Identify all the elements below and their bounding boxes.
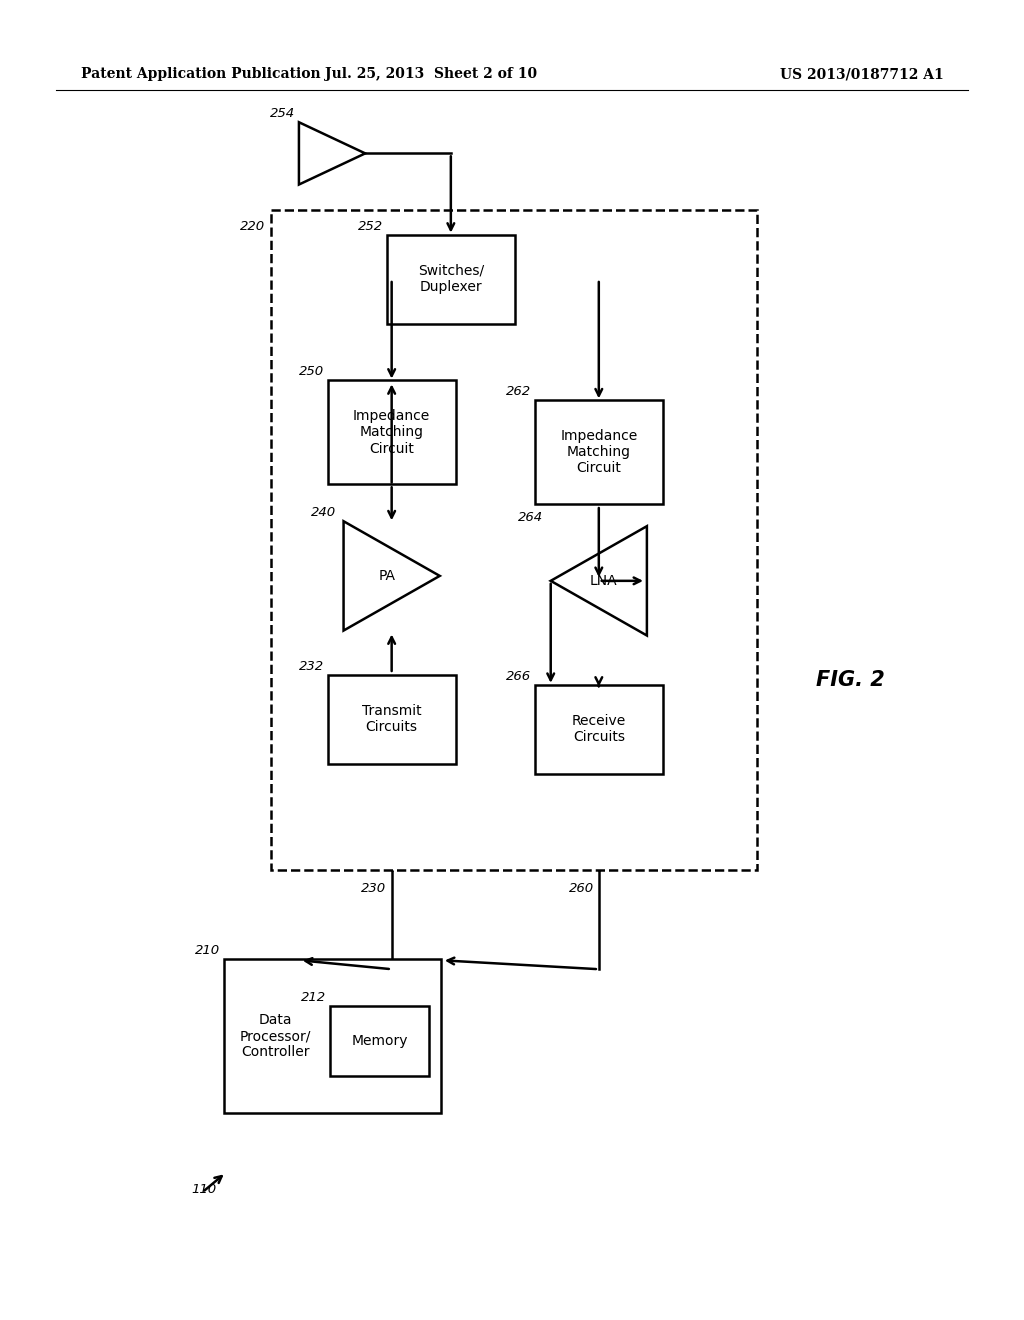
Text: 240: 240: [311, 507, 337, 519]
Text: 250: 250: [298, 366, 324, 379]
Text: 252: 252: [357, 219, 383, 232]
Polygon shape: [299, 123, 366, 185]
Text: 260: 260: [568, 882, 594, 895]
Text: US 2013/0187712 A1: US 2013/0187712 A1: [780, 67, 944, 82]
Text: LNA: LNA: [590, 574, 617, 587]
Text: 254: 254: [270, 107, 295, 120]
Text: 210: 210: [195, 944, 220, 957]
Text: Impedance
Matching
Circuit: Impedance Matching Circuit: [560, 429, 637, 475]
FancyBboxPatch shape: [331, 1006, 429, 1076]
Text: 230: 230: [361, 882, 386, 895]
Text: 110: 110: [191, 1183, 217, 1196]
Text: Impedance
Matching
Circuit: Impedance Matching Circuit: [353, 409, 430, 455]
Polygon shape: [344, 521, 439, 631]
Polygon shape: [551, 527, 647, 635]
FancyBboxPatch shape: [535, 400, 663, 504]
FancyBboxPatch shape: [271, 210, 757, 870]
Text: 212: 212: [301, 991, 327, 1005]
Text: Jul. 25, 2013  Sheet 2 of 10: Jul. 25, 2013 Sheet 2 of 10: [325, 67, 538, 82]
Text: Data
Processor/
Controller: Data Processor/ Controller: [240, 1012, 311, 1059]
Text: Patent Application Publication: Patent Application Publication: [81, 67, 321, 82]
Text: 264: 264: [518, 511, 544, 524]
Text: Memory: Memory: [351, 1034, 409, 1048]
Text: 262: 262: [506, 385, 530, 399]
FancyBboxPatch shape: [328, 380, 456, 484]
FancyBboxPatch shape: [328, 675, 456, 764]
Text: 232: 232: [298, 660, 324, 673]
FancyBboxPatch shape: [387, 235, 515, 323]
Text: Switches/
Duplexer: Switches/ Duplexer: [418, 264, 484, 294]
Text: Transmit
Circuits: Transmit Circuits: [361, 705, 422, 734]
Text: Receive
Circuits: Receive Circuits: [571, 714, 626, 744]
Text: 220: 220: [241, 219, 265, 232]
Text: PA: PA: [378, 569, 395, 583]
Text: FIG. 2: FIG. 2: [816, 669, 885, 690]
FancyBboxPatch shape: [535, 685, 663, 774]
FancyBboxPatch shape: [224, 960, 441, 1113]
Text: 266: 266: [506, 669, 530, 682]
